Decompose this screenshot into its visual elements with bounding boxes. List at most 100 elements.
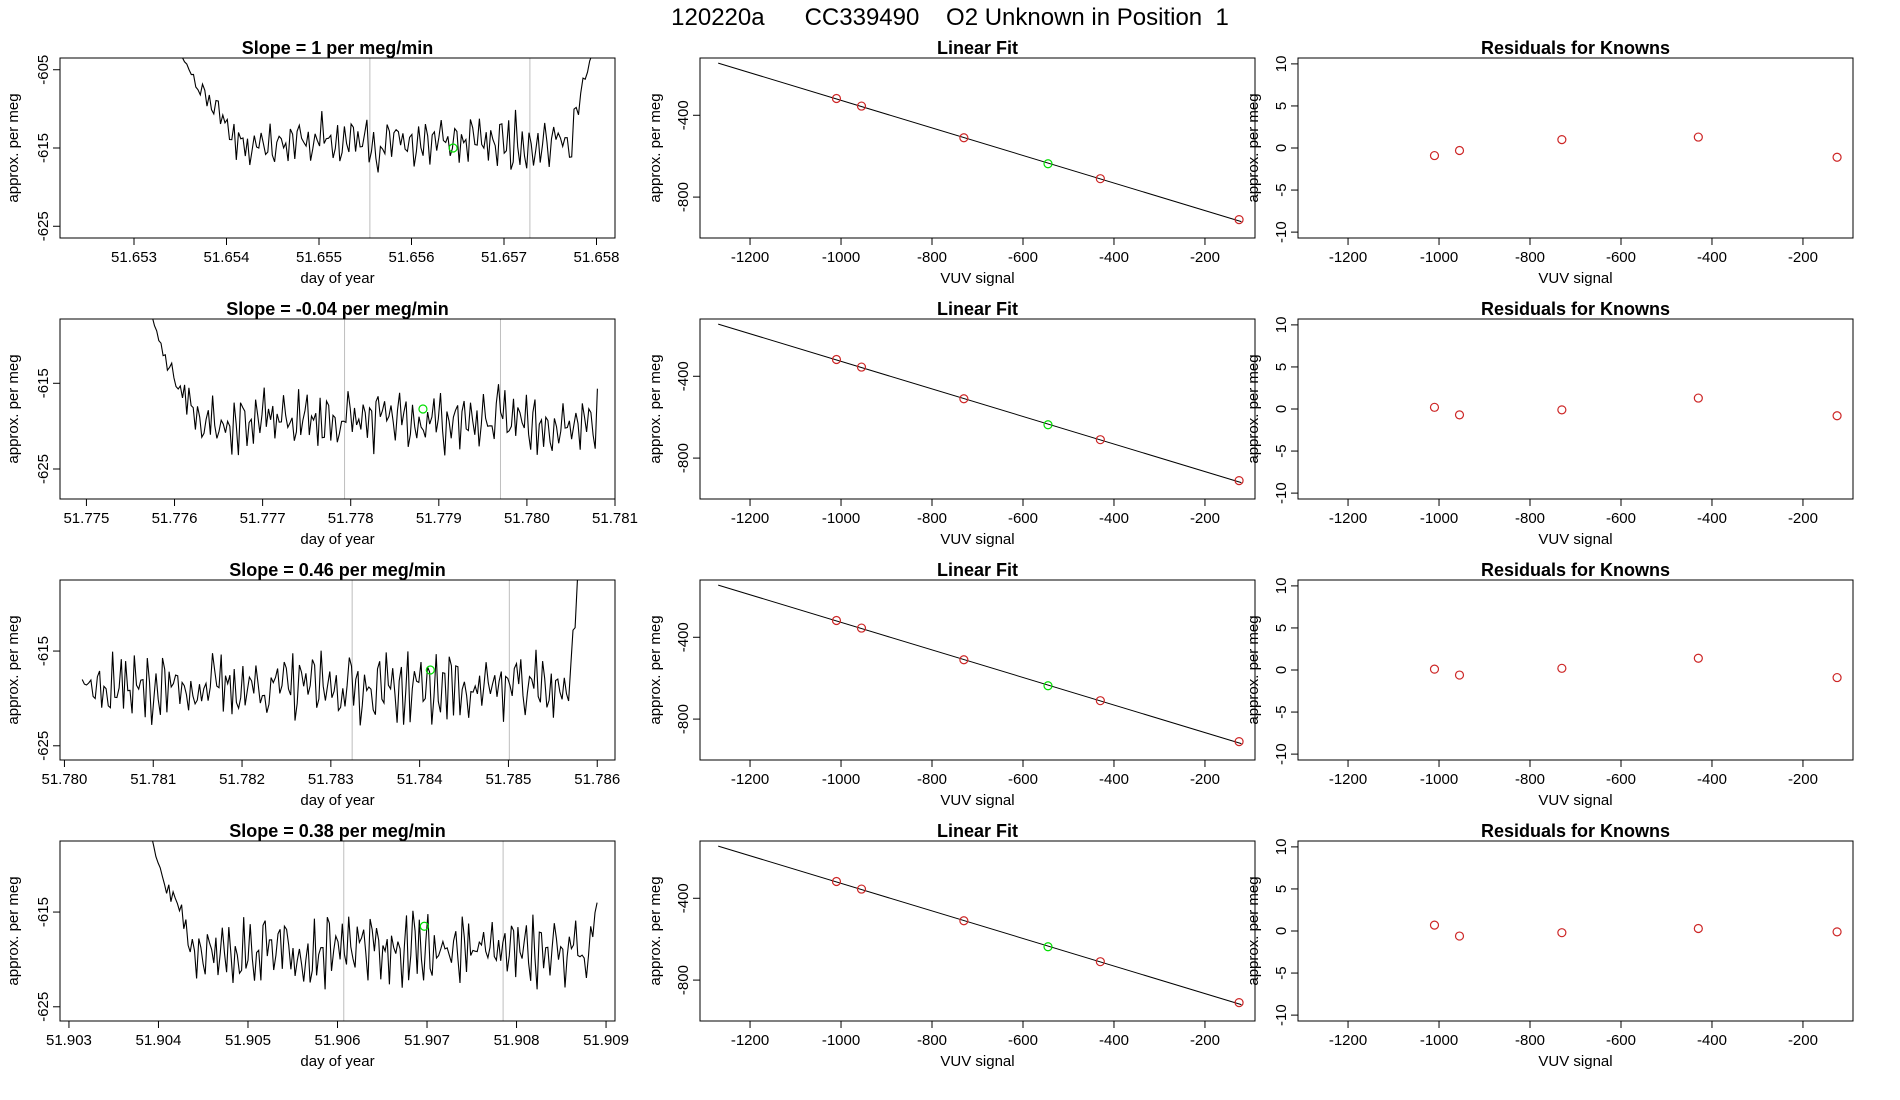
x-tick-label: 51.906 (315, 1032, 361, 1049)
x-tick-label: -600 (1008, 249, 1038, 266)
y-tick-label: 0 (1273, 666, 1290, 674)
y-tick-label: -800 (675, 704, 692, 734)
unknown-point (419, 921, 429, 931)
residual-point (1693, 923, 1703, 934)
x-tick-label: -600 (1008, 510, 1038, 527)
y-axis-label: approx. per meg (647, 876, 664, 985)
y-tick-label: -615 (35, 897, 52, 927)
known-point (856, 362, 867, 372)
x-axis-label: VUV signal (1538, 270, 1612, 287)
x-tick-label: -1200 (1329, 1032, 1367, 1049)
plot-frame (1297, 579, 1854, 761)
y-tick-label: -615 (35, 636, 52, 666)
x-tick-label: -1000 (822, 1032, 860, 1049)
residual-point (1429, 664, 1440, 674)
x-tick-label: 51.658 (574, 249, 620, 266)
y-tick-label: 5 (1273, 102, 1290, 110)
y-tick-label: 5 (1273, 363, 1290, 371)
x-tick-label: 51.653 (111, 249, 157, 266)
x-tick-label: -800 (1515, 249, 1545, 266)
x-tick-label: -1200 (731, 1032, 769, 1049)
y-tick-label: 0 (1273, 927, 1290, 935)
plot-frame (699, 579, 1256, 761)
panel-title: Residuals for Knowns (1481, 821, 1670, 841)
residual-point (1557, 405, 1567, 415)
figure-title: 120220a CC339490 O2 Unknown in Position … (671, 4, 1229, 31)
x-tick-label: 51.656 (389, 249, 435, 266)
x-tick-label: 51.786 (574, 771, 620, 788)
x-axis-label: VUV signal (940, 531, 1014, 548)
x-tick-label: -1200 (1329, 771, 1367, 788)
x-tick-label: -400 (1099, 771, 1129, 788)
x-tick-label: -400 (1099, 1032, 1129, 1049)
x-tick-label: -1000 (1420, 510, 1458, 527)
x-tick-label: 51.777 (240, 510, 286, 527)
y-tick-label: -625 (35, 731, 52, 761)
y-tick-label: -605 (35, 55, 52, 85)
y-tick-label: -5 (1273, 444, 1290, 457)
fit-line (718, 62, 1242, 223)
known-point (959, 916, 969, 926)
known-point (1095, 957, 1105, 967)
y-axis-label: approx. per meg (1245, 876, 1262, 985)
unknown-point (448, 143, 458, 153)
plot-frame (1297, 318, 1854, 500)
x-axis-label: VUV signal (1538, 531, 1612, 548)
known-point (1095, 435, 1105, 445)
known-point (1234, 214, 1244, 225)
linear-fit-panel: Linear Fit -1200 -1000 -800 -600 -400 -200 -400… (647, 560, 1256, 809)
y-tick-label: -5 (1273, 705, 1290, 718)
y-tick-label: -615 (35, 133, 52, 163)
panel-title: Residuals for Knowns (1481, 560, 1670, 580)
x-tick-label: 51.775 (63, 510, 109, 527)
timeseries-panel: Slope = 1 per meg/min 51.653 51.654 51.655 5… (5, 38, 620, 287)
x-tick-label: -800 (1515, 510, 1545, 527)
y-tick-label: 10 (1273, 317, 1290, 334)
residual-point (1557, 134, 1567, 145)
y-axis-label: approx. per meg (647, 93, 664, 202)
residuals-panel: Residuals for Knowns -1200 -1000 -800 -600 -4… (1245, 560, 1854, 809)
x-tick-label: -600 (1606, 771, 1636, 788)
unknown-point (1043, 159, 1053, 169)
x-tick-label: -1200 (731, 771, 769, 788)
known-point (1234, 997, 1244, 1008)
residual-point (1429, 402, 1440, 412)
residual-point (1693, 653, 1703, 663)
x-tick-label: -1000 (822, 249, 860, 266)
x-axis-label: VUV signal (940, 792, 1014, 809)
panel-title: Residuals for Knowns (1481, 38, 1670, 58)
x-tick-label: -200 (1190, 510, 1220, 527)
y-tick-label: -5 (1273, 966, 1290, 979)
x-tick-label: -600 (1606, 249, 1636, 266)
x-axis-label: VUV signal (1538, 792, 1612, 809)
x-axis-label: VUV signal (940, 270, 1014, 287)
y-tick-label: -615 (35, 368, 52, 398)
linear-fit-panel: Linear Fit -1200 -1000 -800 -600 -400 -200 -400… (647, 299, 1256, 548)
x-tick-label: -600 (1008, 1032, 1038, 1049)
y-tick-label: -10 (1273, 482, 1290, 504)
y-tick-label: 5 (1273, 624, 1290, 632)
residual-point (1429, 150, 1440, 161)
residual-point (1557, 928, 1567, 938)
residual-point (1454, 410, 1465, 420)
x-tick-label: -1000 (822, 771, 860, 788)
residual-point (1832, 672, 1842, 683)
residual-point (1832, 411, 1842, 421)
x-axis-label: VUV signal (1538, 1053, 1612, 1070)
x-tick-label: -400 (1099, 249, 1129, 266)
x-tick-label: -200 (1788, 510, 1818, 527)
x-tick-label: 51.779 (416, 510, 462, 527)
y-tick-label: -10 (1273, 743, 1290, 765)
x-tick-label: -1200 (1329, 249, 1367, 266)
residual-point (1454, 145, 1465, 156)
y-tick-label: 10 (1273, 56, 1290, 73)
x-tick-label: -200 (1788, 771, 1818, 788)
known-point (856, 623, 867, 633)
x-tick-label: -1200 (731, 510, 769, 527)
y-axis-label: approx. per meg (5, 615, 22, 724)
unknown-point (425, 665, 435, 675)
x-tick-label: 51.909 (583, 1032, 629, 1049)
y-tick-label: 5 (1273, 885, 1290, 893)
plot-frame (59, 840, 616, 1022)
